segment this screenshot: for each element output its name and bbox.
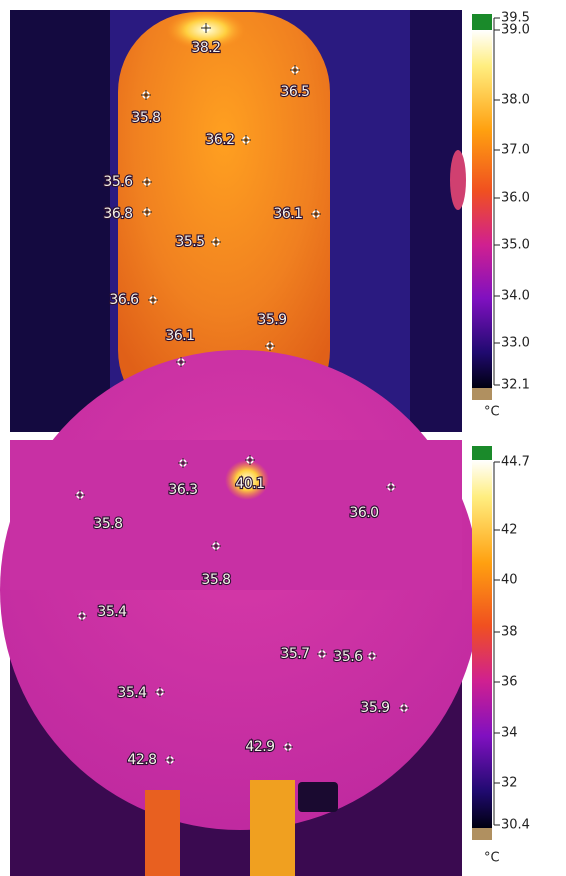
scale-label: 34 bbox=[501, 726, 518, 741]
dark-region bbox=[410, 10, 462, 432]
color-bar bbox=[472, 460, 492, 828]
spot-label: 35.6 bbox=[333, 649, 363, 665]
spot-label: 36.1 bbox=[165, 328, 194, 344]
spot-label: 36.5 bbox=[280, 84, 309, 100]
scale-label: 39.0 bbox=[501, 23, 530, 38]
scale-label: 44.7 bbox=[501, 455, 530, 470]
hot-fitting bbox=[250, 780, 295, 876]
scale-label: 32 bbox=[501, 776, 518, 791]
hot-spot bbox=[225, 460, 269, 500]
scale-unit: °C bbox=[484, 405, 500, 420]
spot-label: 35.6 bbox=[103, 174, 133, 190]
spot-label: 42.9 bbox=[245, 739, 274, 755]
spot-label: 36.2 bbox=[205, 132, 234, 148]
scale-label: 42 bbox=[501, 523, 518, 538]
spot-label: 35.8 bbox=[201, 572, 230, 588]
spot-label: 35.9 bbox=[257, 312, 286, 328]
scale-cap bbox=[472, 828, 492, 840]
spot-label: 35.9 bbox=[360, 700, 389, 716]
scale-label: 36 bbox=[501, 675, 518, 690]
spot-label: 35.4 bbox=[117, 685, 147, 701]
scale-label: 34.0 bbox=[501, 289, 530, 304]
scale-cap bbox=[472, 14, 492, 30]
scale-cap bbox=[472, 388, 492, 400]
spot-label: 36.1 bbox=[273, 206, 302, 222]
spot-label: 42.8 bbox=[127, 752, 156, 768]
spot-label: 36.0 bbox=[349, 505, 378, 521]
warm-object bbox=[10, 440, 462, 590]
spot-label: 36.6 bbox=[109, 292, 139, 308]
spot-label: 35.8 bbox=[131, 110, 160, 126]
warm-object bbox=[118, 12, 330, 430]
spot-label: 36.8 bbox=[103, 206, 132, 222]
spot-label: 36.3 bbox=[168, 482, 197, 498]
dark-object bbox=[298, 782, 338, 812]
scale-unit: °C bbox=[484, 851, 500, 866]
scale-label: 30.4 bbox=[501, 818, 530, 833]
scale-label: 33.0 bbox=[501, 336, 530, 351]
scale-label: 39.5 bbox=[501, 11, 530, 26]
spot-label: 40.1 bbox=[235, 476, 264, 492]
scale-cap bbox=[472, 446, 492, 460]
spot-label: 35.8 bbox=[93, 516, 122, 532]
spot-label: 35.7 bbox=[280, 646, 309, 662]
dark-region bbox=[10, 10, 110, 432]
scale-label: 36.0 bbox=[501, 191, 530, 206]
scale-label: 38.0 bbox=[501, 93, 530, 108]
spot-label: 35.4 bbox=[97, 604, 127, 620]
hot-fitting bbox=[145, 790, 180, 876]
scale-label: 38 bbox=[501, 625, 518, 640]
spot-label: 38.2 bbox=[191, 40, 220, 56]
spot-label: 35.5 bbox=[175, 234, 204, 250]
scale-label: 32.1 bbox=[501, 378, 530, 393]
warm-edge bbox=[450, 150, 466, 210]
scale-label: 35.0 bbox=[501, 238, 530, 253]
scale-label: 37.0 bbox=[501, 143, 530, 158]
color-bar bbox=[472, 30, 492, 388]
scale-label: 40 bbox=[501, 573, 518, 588]
